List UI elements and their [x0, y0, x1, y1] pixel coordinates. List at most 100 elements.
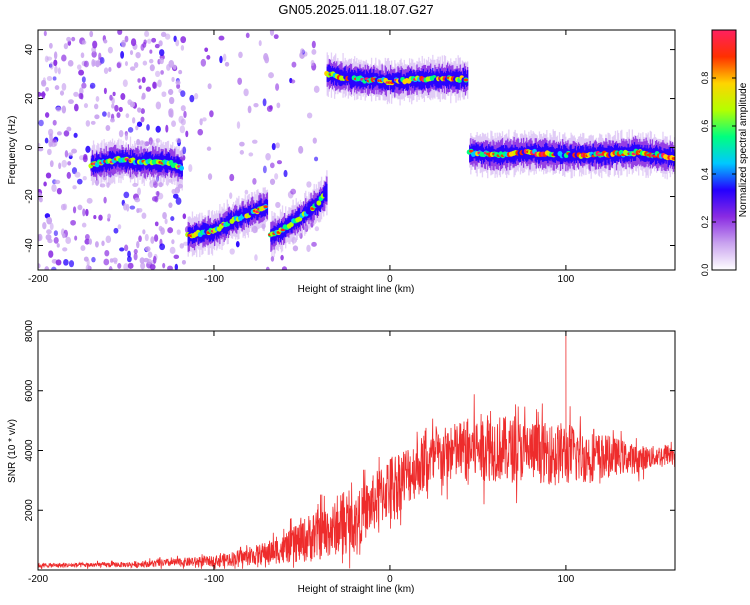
noise-blob	[51, 266, 57, 270]
noise-blob	[276, 102, 281, 109]
noise-blob	[311, 49, 317, 55]
noise-blob	[98, 52, 102, 60]
noise-blob	[103, 67, 109, 75]
noise-blob	[237, 77, 243, 85]
noise-blob	[38, 142, 41, 148]
noise-blob	[167, 227, 174, 234]
ridge-core	[322, 192, 328, 198]
noise-blob	[103, 39, 108, 44]
noise-blob	[206, 146, 212, 151]
noise-blob	[159, 57, 164, 65]
noise-blob	[80, 245, 86, 252]
noise-blob	[52, 76, 57, 81]
spectrogram-x-tick-label: 0	[387, 274, 393, 285]
noise-blob	[155, 101, 162, 110]
noise-blob	[140, 108, 145, 115]
noise-blob	[140, 262, 146, 270]
noise-blob	[66, 171, 72, 179]
noise-blob	[72, 206, 77, 214]
noise-blob	[133, 252, 138, 261]
noise-blob	[157, 79, 162, 88]
ridge-band	[271, 228, 273, 245]
noise-blob	[158, 40, 163, 47]
noise-blob	[120, 51, 125, 59]
noise-blob	[93, 215, 97, 220]
noise-blob	[155, 125, 161, 133]
noise-blob	[291, 61, 297, 68]
colorbar-ticks: 0.0 0.2 0.4 0.6 0.8	[700, 72, 736, 276]
noise-blob	[76, 178, 83, 185]
noise-blob	[49, 222, 54, 231]
noise-blob	[51, 184, 57, 192]
noise-blob	[265, 266, 270, 270]
noise-blob	[207, 173, 213, 181]
noise-blob	[229, 192, 233, 199]
noise-blob	[149, 264, 156, 270]
noise-blob	[49, 160, 54, 168]
noise-blob	[150, 236, 155, 244]
noise-blob	[117, 262, 122, 269]
noise-blob	[44, 137, 49, 144]
noise-blob	[123, 263, 129, 270]
noise-blob	[86, 258, 90, 267]
noise-blob	[53, 236, 59, 244]
noise-blob	[244, 189, 249, 195]
noise-blob	[47, 238, 53, 244]
noise-blob	[137, 78, 141, 83]
noise-blob	[131, 117, 136, 124]
noise-blob	[46, 56, 53, 61]
noise-blob	[130, 38, 137, 47]
noise-blob	[53, 230, 58, 237]
noise-blob	[264, 55, 270, 64]
noise-blob	[92, 40, 98, 49]
noise-blob	[48, 139, 53, 148]
noise-blob	[67, 60, 74, 67]
ridge-band	[470, 146, 472, 162]
noise-blob	[306, 181, 312, 188]
noise-blob	[91, 50, 97, 58]
noise-blob	[135, 125, 139, 131]
noise-blob	[311, 241, 317, 247]
noise-blob	[107, 111, 111, 118]
snr-y-tick-label: 4000	[24, 439, 35, 462]
noise-blob	[129, 50, 134, 56]
ridge-band	[481, 143, 484, 161]
noise-blob	[269, 162, 275, 169]
noise-blob	[173, 193, 179, 199]
noise-blob	[103, 196, 107, 204]
noise-blob	[275, 142, 280, 149]
ridge-band	[525, 147, 527, 161]
noise-blob	[67, 152, 74, 157]
noise-blob	[58, 162, 62, 170]
noise-blob	[164, 218, 168, 225]
ridge-band	[326, 183, 328, 202]
noise-blob	[175, 137, 182, 144]
noise-blob	[98, 214, 103, 221]
noise-blob	[310, 59, 315, 67]
noise-blob	[103, 87, 107, 95]
noise-blob	[56, 131, 62, 136]
spectrogram-x-ticks: -200 -100 0 100	[28, 30, 575, 285]
noise-blob	[169, 246, 176, 254]
noise-blob	[146, 124, 150, 131]
noise-blob	[154, 221, 159, 227]
noise-blob	[103, 258, 110, 266]
noise-blob	[159, 243, 166, 251]
noise-blob	[154, 43, 160, 49]
noise-blob	[143, 39, 147, 45]
spectrogram-ridges	[88, 52, 675, 258]
noise-blob	[60, 203, 66, 211]
chart-title: GN05.2025.011.18.07.G27	[278, 2, 433, 17]
noise-blob	[77, 204, 83, 211]
noise-blob	[74, 235, 78, 241]
noise-blob	[171, 120, 177, 128]
noise-blob	[89, 30, 94, 38]
noise-blob	[55, 259, 62, 266]
noise-blob	[133, 61, 139, 69]
noise-blob	[125, 113, 130, 119]
spectrogram-y-ticks: -40 -20 0 20 40	[24, 44, 675, 253]
spectrogram-y-label: Frequency (Hz)	[7, 116, 18, 185]
ridge-core	[179, 165, 184, 171]
noise-blob	[158, 49, 165, 56]
noise-blob	[141, 76, 146, 83]
